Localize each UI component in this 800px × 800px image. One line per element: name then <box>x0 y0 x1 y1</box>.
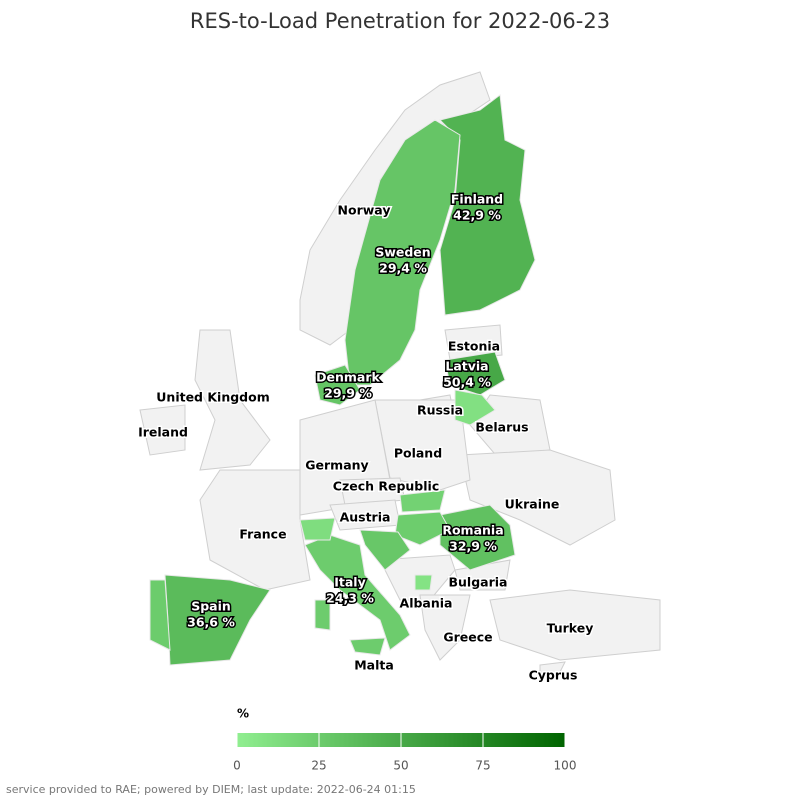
land <box>199 469 311 591</box>
value-label: 36,6 % <box>187 615 235 630</box>
region-name: France <box>239 527 286 542</box>
value-label: 32,9 % <box>449 539 497 554</box>
region-name: Greece <box>443 630 492 645</box>
region <box>399 489 446 513</box>
region-name: Ireland <box>138 425 188 440</box>
region-name: Germany <box>305 458 368 473</box>
colorbar-tick-label: 50 <box>393 759 408 773</box>
colorbar-tick-label: 75 <box>475 759 490 773</box>
region-name: Ukraine <box>505 497 560 512</box>
value-label: 50,4 % <box>443 375 491 390</box>
land <box>139 404 186 456</box>
region <box>314 599 331 631</box>
region-name: Austria <box>340 510 391 525</box>
region <box>444 351 506 396</box>
map-title: RES-to-Load Penetration for 2022-06-23 <box>190 9 610 33</box>
region-name: Norway <box>338 203 391 218</box>
footer: service provided to RAE; powered by DIEM… <box>6 783 416 796</box>
base-land <box>139 71 661 673</box>
region <box>304 534 411 651</box>
value-label: 42,9 % <box>453 208 501 223</box>
region <box>454 389 496 426</box>
region-name: Bulgaria <box>449 575 508 590</box>
region-name: United Kingdom <box>156 390 269 405</box>
region-name: Romania <box>442 523 503 538</box>
colorbar-title: % <box>237 707 249 721</box>
region-name: Estonia <box>448 339 500 354</box>
region-name: Cyprus <box>529 668 578 683</box>
land <box>419 594 471 661</box>
region <box>359 529 411 571</box>
region-name: Latvia <box>445 359 488 374</box>
region-name: Spain <box>191 599 231 614</box>
region <box>314 364 361 406</box>
region-name: Russia <box>417 403 463 418</box>
region <box>299 517 336 541</box>
land <box>489 589 661 661</box>
region-name: Albania <box>400 596 453 611</box>
region <box>439 94 536 316</box>
region-name: Malta <box>354 658 394 673</box>
region-name: Poland <box>394 446 442 461</box>
value-label: 29,9 % <box>324 386 372 401</box>
region-name: Denmark <box>316 370 380 385</box>
region-name: Finland <box>451 192 503 207</box>
region <box>344 119 461 386</box>
region-name: Turkey <box>547 621 594 636</box>
region <box>439 504 516 571</box>
region <box>414 574 433 591</box>
colorbar-tick-label: 0 <box>233 759 241 773</box>
land <box>539 661 566 673</box>
value-label: 24,3 % <box>326 591 374 606</box>
land <box>444 324 503 361</box>
colorbar-tick-label: 100 <box>554 759 577 773</box>
region-name: Sweden <box>375 245 430 260</box>
region-name: Czech Republic <box>333 479 439 494</box>
region <box>349 637 386 656</box>
value-label: 29,4 % <box>379 261 427 276</box>
land <box>194 329 271 471</box>
region-name: Belarus <box>475 420 528 435</box>
regions <box>149 94 536 666</box>
colorbar: % 0 25 50 75 100 <box>233 707 576 773</box>
land <box>459 449 616 546</box>
colorbar-tick-label: 25 <box>311 759 326 773</box>
region-name: Italy <box>334 575 366 590</box>
region <box>149 579 171 651</box>
